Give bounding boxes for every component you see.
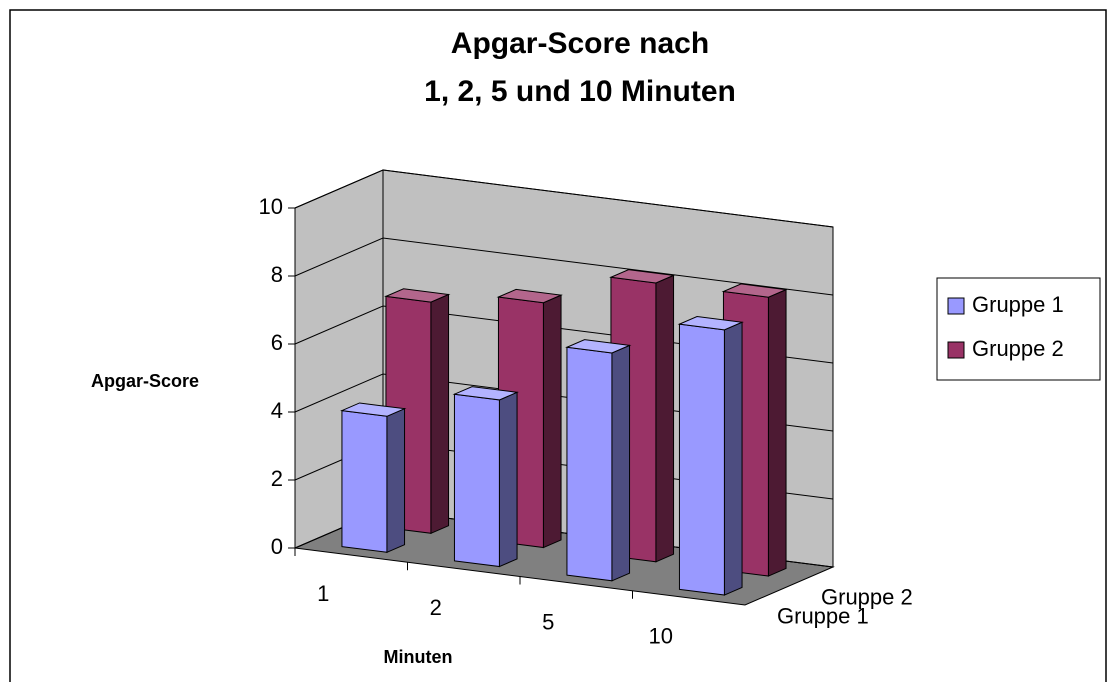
depth-label: Gruppe 1: [777, 603, 869, 628]
bar: [452, 386, 519, 568]
bar-front: [678, 323, 725, 596]
legend-swatch: [947, 297, 965, 315]
x-tick-label: 10: [649, 624, 673, 649]
bar-top: [452, 386, 519, 401]
bar-top: [609, 269, 676, 284]
y-tick-label: 10: [259, 194, 283, 219]
x-axis-label: Minuten: [384, 647, 453, 667]
grid-line: [294, 169, 834, 228]
y-tick-label: 8: [271, 262, 283, 287]
bar-side: [767, 288, 787, 577]
chart-title: 1, 2, 5 und 10 Minuten: [424, 75, 736, 108]
bar-front: [566, 346, 613, 582]
y-tick-label: 2: [271, 466, 283, 491]
bar-side: [542, 294, 562, 549]
x-tick-label: 2: [430, 595, 442, 620]
bar-front: [453, 393, 500, 568]
chart-title: Apgar-Score nach: [451, 27, 709, 60]
bar-side: [723, 321, 743, 596]
depth-label: Gruppe 2: [821, 584, 913, 609]
bar-top: [384, 288, 451, 303]
bar: [565, 339, 632, 582]
bar-top: [565, 339, 632, 354]
bar-side: [430, 293, 450, 535]
x-tick-label: 1: [317, 581, 329, 606]
bar-top: [721, 283, 788, 298]
bar-side: [498, 391, 518, 568]
legend-swatch: [947, 341, 965, 359]
bar-top: [340, 402, 407, 417]
grid-line: [294, 237, 834, 296]
bar-side: [655, 274, 675, 563]
x-tick-label: 5: [542, 609, 554, 634]
bar: [340, 402, 407, 554]
y-tick-label: 6: [271, 330, 283, 355]
bar-side: [611, 344, 631, 582]
bar-top: [677, 316, 744, 331]
legend: [936, 277, 1101, 381]
legend-label: Gruppe 1: [972, 292, 1064, 317]
bar-top: [496, 288, 563, 304]
y-tick-label: 0: [271, 534, 283, 559]
legend-label: Gruppe 2: [972, 336, 1064, 361]
bar: [677, 316, 744, 596]
bar-side: [386, 407, 406, 554]
bar-front: [341, 410, 388, 553]
y-tick-label: 4: [271, 398, 283, 423]
y-axis-label: Apgar-Score: [91, 371, 199, 391]
